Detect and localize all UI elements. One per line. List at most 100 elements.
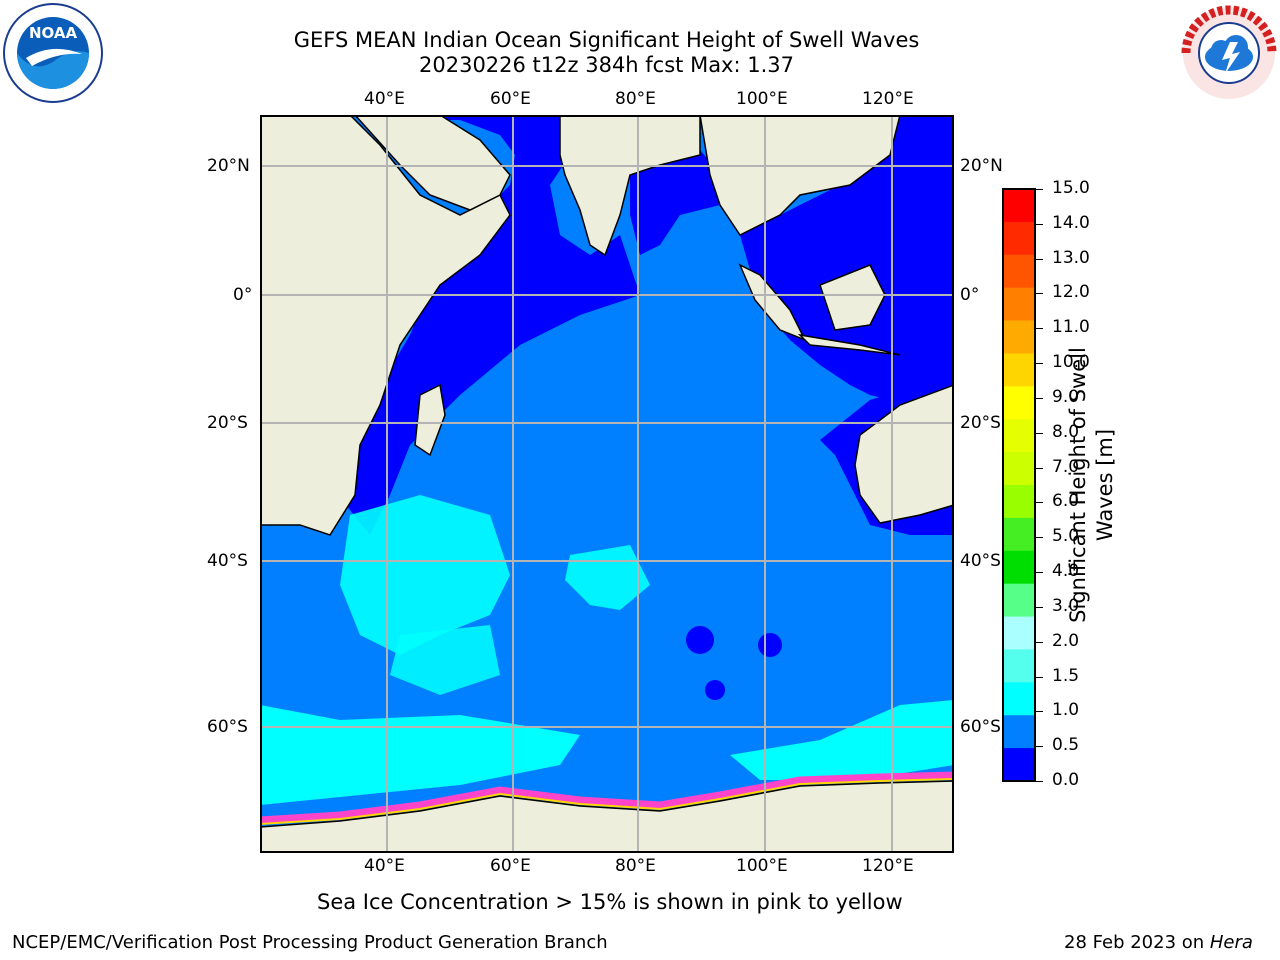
y-tick-right-40s: 40°S xyxy=(960,551,1001,571)
footer-date: 28 Feb 2023 on xyxy=(1064,932,1210,953)
colorbar-swatch xyxy=(1003,353,1035,387)
colorbar-title-line-2: Waves [m] xyxy=(1093,428,1117,542)
colorbar-swatch xyxy=(1003,715,1035,749)
y-tick-left-20s: 20°S xyxy=(207,413,248,433)
colorbar-tick-mark xyxy=(1036,676,1043,678)
colorbar-tick-mark xyxy=(1036,711,1043,713)
colorbar-tick-label: 10.0 xyxy=(1052,352,1090,373)
indonesia-low xyxy=(740,115,954,415)
y-tick-left-40s: 40°S xyxy=(207,551,248,571)
dark-patch-1 xyxy=(686,626,714,654)
y-tick-right-60s: 60°S xyxy=(960,717,1001,737)
svg-text:NOAA: NOAA xyxy=(29,24,78,42)
colorbar-tick-label: 15.0 xyxy=(1052,178,1090,198)
colorbar-tick-mark xyxy=(1036,432,1043,434)
y-tick-left-20n: 20°N xyxy=(207,156,250,176)
cyan-patch-1 xyxy=(340,495,510,655)
x-tick-top-100e: 100°E xyxy=(736,89,788,109)
colorbar-tick-mark xyxy=(1036,467,1043,469)
cyan-patch-3 xyxy=(390,625,500,695)
y-tick-left-60s: 60°S xyxy=(207,717,248,737)
colorbar-tick-label: 14.0 xyxy=(1052,212,1090,233)
colorbar-swatch xyxy=(1003,682,1035,716)
colorbar-swatch xyxy=(1003,419,1035,453)
australia xyxy=(854,384,954,524)
x-tick-bottom-60e: 60°E xyxy=(490,856,531,876)
sea-ice-edge xyxy=(260,771,954,824)
colorbar-tick-label: 1.0 xyxy=(1052,700,1080,721)
colorbar-tick-mark xyxy=(1036,746,1043,748)
colorbar-tick-label: 7.0 xyxy=(1052,456,1080,477)
colorbar-tick-mark xyxy=(1036,397,1043,399)
southeast-asia xyxy=(699,115,901,236)
colorbar-tick-label: 6.0 xyxy=(1052,491,1080,512)
land-masses xyxy=(260,115,954,853)
colorbar-swatch xyxy=(1003,550,1035,585)
colorbar-swatch xyxy=(1003,452,1035,486)
antarctica xyxy=(260,780,954,853)
colorbar-swatch xyxy=(1003,221,1035,256)
colorbar-tick-label: 9.0 xyxy=(1052,386,1080,407)
colorbar xyxy=(1002,188,1036,782)
colorbar-tick-mark xyxy=(1036,606,1043,608)
title-line-2: 20230226 t12z 384h fcst Max: 1.37 xyxy=(419,53,794,77)
colorbar-tick-mark xyxy=(1036,328,1043,330)
dark-patch-3 xyxy=(705,680,725,700)
sea-ice-caption: Sea Ice Concentration > 15% is shown in … xyxy=(317,890,903,914)
nws-logo xyxy=(1178,2,1280,104)
colorbar-tick-mark xyxy=(1036,502,1043,504)
colorbar-tick-label: 1.5 xyxy=(1052,665,1080,686)
y-tick-left-0: 0° xyxy=(233,285,253,305)
y-tick-right-20n: 20°N xyxy=(960,156,1003,176)
colorbar-tick-label: 0.0 xyxy=(1052,770,1080,790)
x-tick-bottom-40e: 40°E xyxy=(364,856,405,876)
footer-host: Hera xyxy=(1209,932,1253,953)
bay-of-bengal-low xyxy=(630,150,770,275)
colorbar-tick-label: 4.0 xyxy=(1052,561,1080,582)
x-tick-bottom-80e: 80°E xyxy=(615,856,656,876)
africa xyxy=(260,115,511,536)
colorbar-tick-mark xyxy=(1036,223,1043,225)
footer-right: 28 Feb 2023 on Hera xyxy=(1064,932,1253,953)
x-tick-top-80e: 80°E xyxy=(615,89,656,109)
title-line-1: GEFS MEAN Indian Ocean Significant Heigh… xyxy=(293,28,920,52)
arabia xyxy=(353,115,511,211)
colorbar-swatch xyxy=(1003,287,1035,322)
colorbar-tick-mark xyxy=(1036,293,1043,295)
y-tick-right-0: 0° xyxy=(960,285,980,305)
madagascar xyxy=(414,383,446,457)
borneo xyxy=(819,264,886,331)
x-tick-top-120e: 120°E xyxy=(862,89,914,109)
southern-high-band xyxy=(260,705,580,805)
colorbar-title-line-1: Significant Height of Swell xyxy=(1066,347,1090,623)
colorbar-tick-label: 3.0 xyxy=(1052,595,1080,616)
colorbar-swatch xyxy=(1003,386,1035,420)
india xyxy=(559,115,701,257)
colorbar-swatch xyxy=(1003,649,1035,683)
colorbar-tick-label: 8.0 xyxy=(1052,421,1080,442)
colorbar-swatch xyxy=(1003,320,1035,354)
colorbar-swatch xyxy=(1003,748,1035,782)
colorbar-title: Significant Height of Swell Waves [m] xyxy=(1065,335,1125,635)
colorbar-swatch xyxy=(1003,517,1035,552)
colorbar-swatch xyxy=(1003,254,1035,289)
graticule xyxy=(260,115,954,853)
x-tick-top-40e: 40°E xyxy=(364,89,405,109)
x-tick-bottom-120e: 120°E xyxy=(862,856,914,876)
colorbar-tick-mark xyxy=(1036,781,1043,782)
colorbar-tick-label: 0.5 xyxy=(1052,735,1080,756)
swell-height-map xyxy=(260,115,954,853)
colorbar-tick-mark xyxy=(1036,537,1043,539)
colorbar-tick-label: 11.0 xyxy=(1052,317,1090,338)
colorbar-tick-mark xyxy=(1036,258,1043,260)
colorbar-tick-mark xyxy=(1036,641,1043,643)
x-tick-bottom-100e: 100°E xyxy=(736,856,788,876)
footer-left: NCEP/EMC/Verification Post Processing Pr… xyxy=(12,932,608,953)
colorbar-tick-label: 2.0 xyxy=(1052,630,1080,651)
chart-title: GEFS MEAN Indian Ocean Significant Heigh… xyxy=(0,28,1213,78)
java xyxy=(797,333,901,356)
colorbar-swatch xyxy=(1003,485,1035,519)
colorbar-swatch xyxy=(1003,616,1035,650)
arabian-sea-low xyxy=(330,115,640,535)
colorbar-tick-label: 12.0 xyxy=(1052,282,1090,303)
